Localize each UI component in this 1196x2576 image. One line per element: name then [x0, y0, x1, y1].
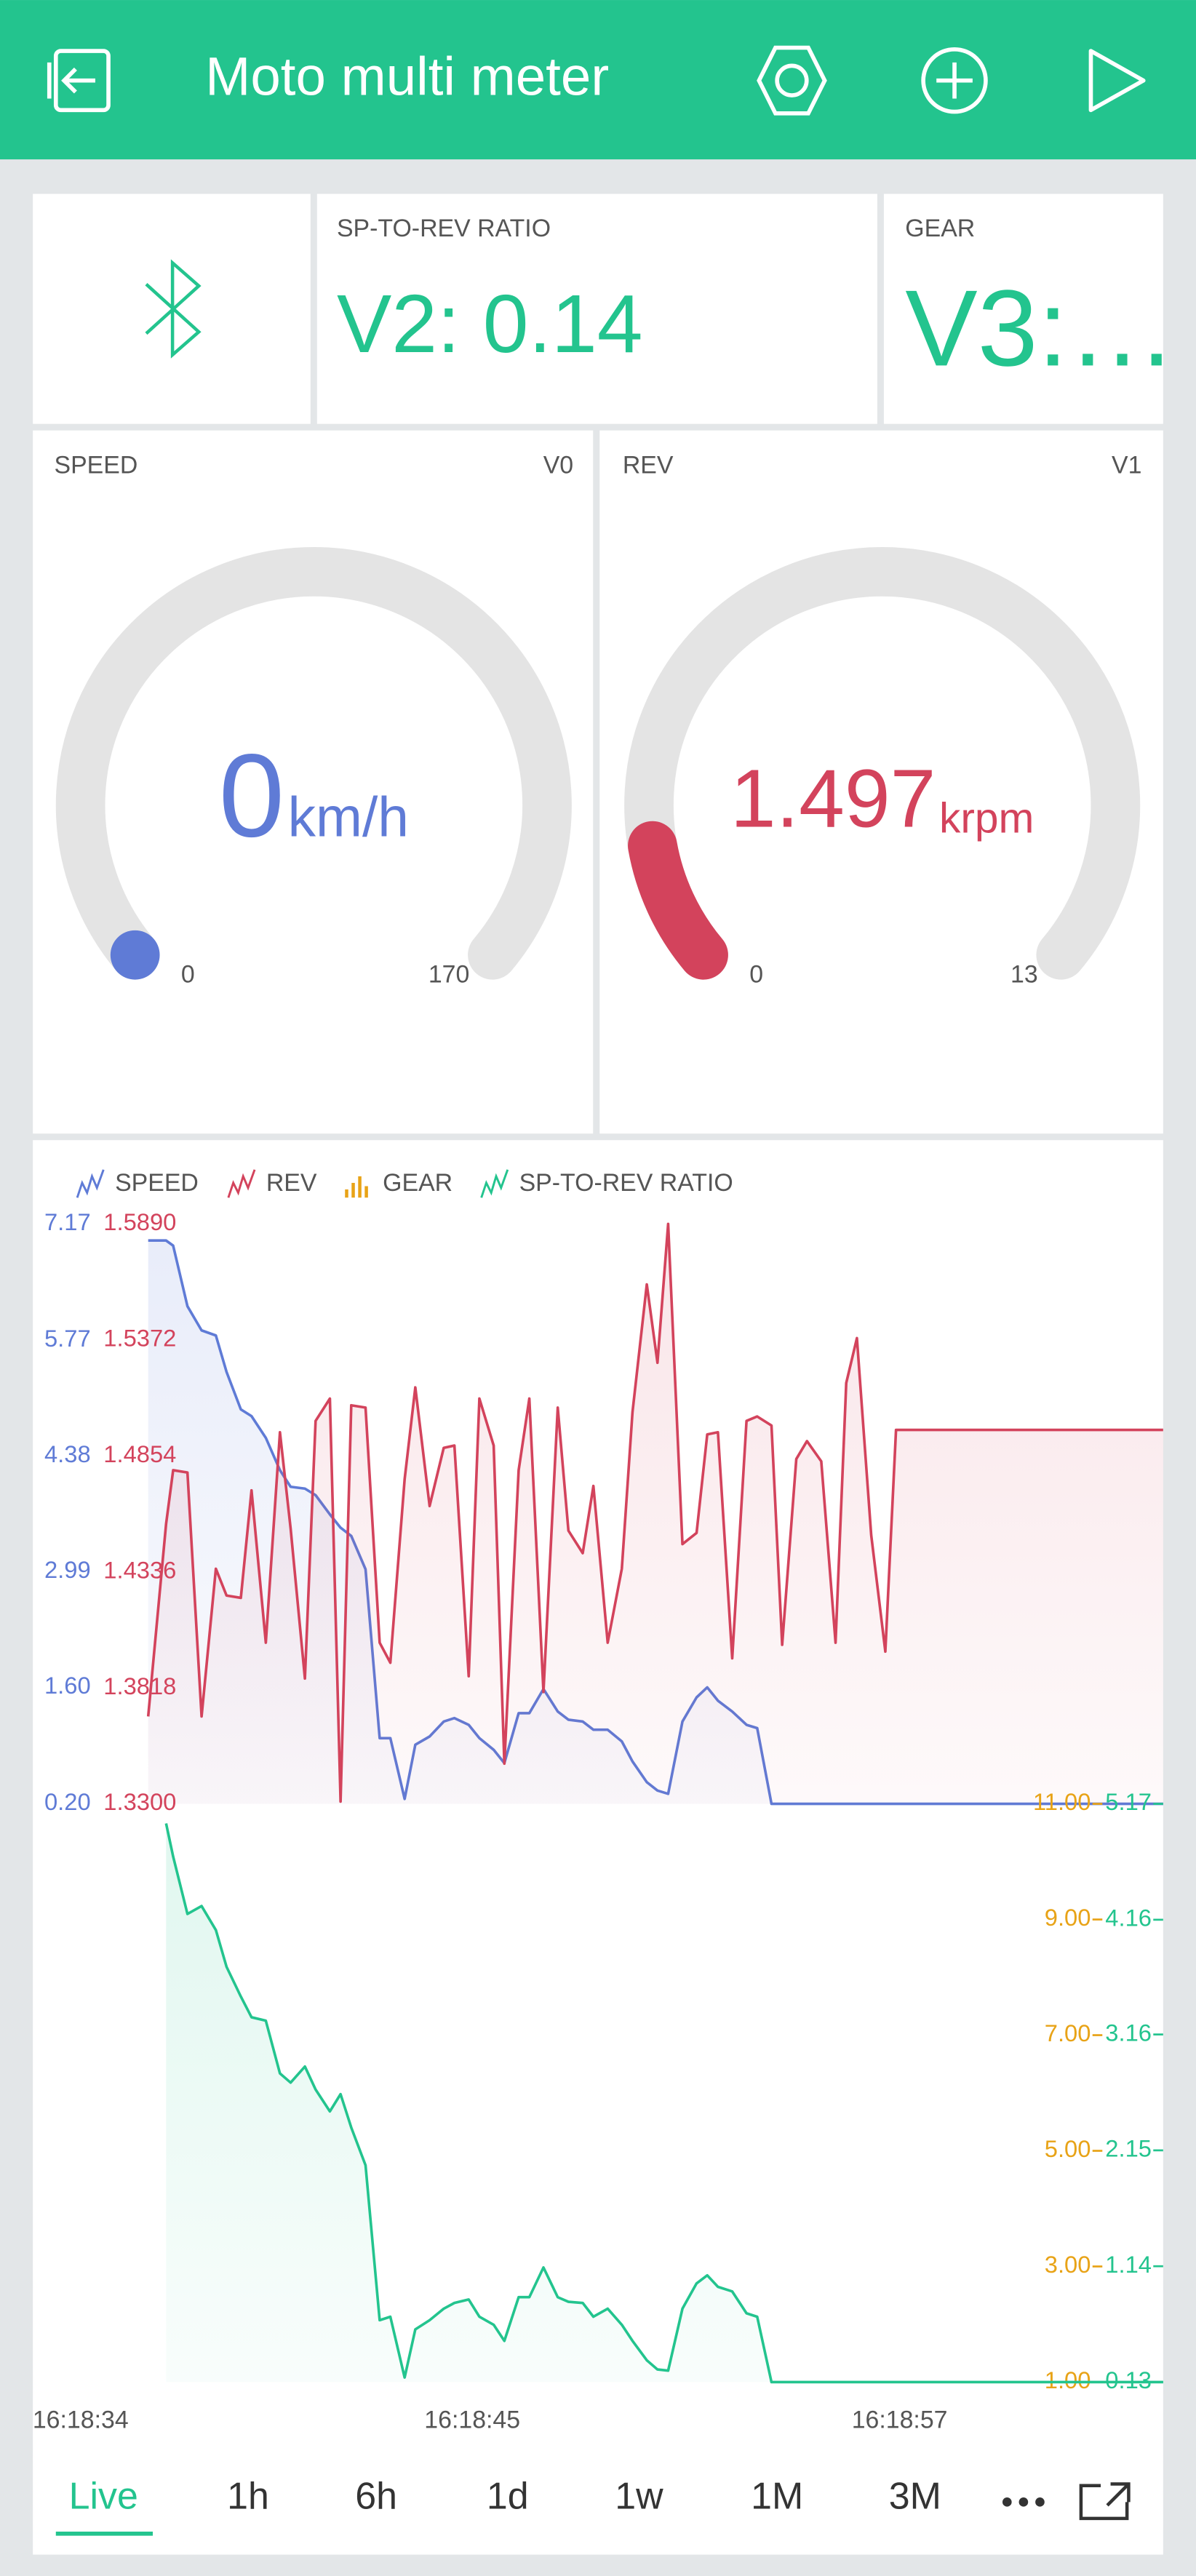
y-tick-label: 1.5372	[103, 1325, 176, 1352]
gauge-pin: V1	[1112, 451, 1141, 479]
time-range-tab[interactable]: 1h	[227, 2476, 269, 2518]
time-range-tab[interactable]: 1w	[615, 2476, 663, 2518]
y-tick-label: 7.00	[1045, 2019, 1091, 2046]
gauge-value: 1.497	[730, 752, 936, 844]
legend-icon	[227, 1169, 256, 1198]
y-tick-label: 1.14	[1105, 2251, 1152, 2278]
legend-icon	[345, 1176, 368, 1198]
legend-label: GEAR	[383, 1169, 453, 1197]
speed-gauge-card	[33, 430, 594, 1134]
y-tick-label: 1.60	[44, 1672, 91, 1699]
back-icon[interactable]	[47, 49, 111, 113]
y-tick-label: 1.5890	[103, 1208, 176, 1235]
legend-label: REV	[266, 1169, 317, 1197]
gauge-unit: km/h	[288, 786, 409, 848]
bluetooth-icon	[145, 259, 202, 359]
series-line	[164, 1823, 1163, 2384]
ratio-label: SP-TO-REV RATIO	[337, 215, 551, 242]
legend-icon	[480, 1169, 509, 1198]
series-line	[146, 1222, 1163, 1803]
ratio-value: V2: 0.14	[337, 278, 643, 370]
y-tick-label: 9.00	[1045, 1904, 1091, 1931]
series-area	[166, 1823, 1163, 2382]
gauge-track	[624, 547, 1141, 980]
legend-label: SPEED	[115, 1169, 199, 1197]
y-tick-label: 1.3818	[103, 1672, 176, 1699]
app-title: Moto multi meter	[205, 46, 609, 106]
x-tick-label: 16:18:57	[852, 2406, 948, 2434]
y-tick-label: 0.20	[44, 1788, 91, 1815]
gear-value: V3:…	[905, 267, 1176, 388]
export-icon[interactable]	[1079, 2482, 1131, 2521]
y-tick-label: 3.16	[1105, 2019, 1152, 2046]
gauge-min: 0	[749, 960, 763, 988]
x-tick-label: 16:18:45	[424, 2406, 520, 2434]
y-tick-label: 1.00	[1045, 2366, 1091, 2393]
y-tick-label: 5.00	[1045, 2135, 1091, 2162]
y-tick-label: 4.38	[44, 1440, 91, 1467]
ratio-card	[316, 194, 877, 424]
y-tick-label: 2.99	[44, 1556, 91, 1583]
settings-icon[interactable]	[757, 45, 827, 116]
y-tick-label: 7.17	[44, 1208, 91, 1235]
y-tick-label: 0.13	[1105, 2366, 1152, 2393]
series-area	[148, 1224, 1163, 1804]
gauge-label: SPEED	[55, 451, 138, 479]
y-tick-label: 4.16	[1105, 1905, 1152, 1931]
y-tick-label: 5.77	[44, 1325, 91, 1352]
y-tick-label: 1.4336	[103, 1556, 176, 1583]
gauge-value-mark	[110, 930, 160, 980]
gauge-track	[55, 547, 572, 980]
legend-label: SP-TO-REV RATIO	[519, 1169, 733, 1197]
gauge-value-mark	[628, 821, 728, 980]
time-range-tab[interactable]: Live	[69, 2476, 138, 2518]
gear-card	[883, 194, 1163, 424]
tab-underline	[55, 2531, 154, 2536]
gauge-label: REV	[623, 451, 674, 479]
y-tick-label: 2.15	[1105, 2135, 1152, 2162]
gear-label: GEAR	[905, 215, 975, 242]
gauge-max: 13	[1010, 960, 1038, 988]
add-icon[interactable]	[921, 47, 988, 114]
header-bar	[0, 0, 1196, 160]
y-tick-label: 1.3300	[103, 1788, 176, 1815]
play-icon[interactable]	[1088, 49, 1146, 113]
y-tick-label: 11.00	[1033, 1788, 1091, 1815]
y-tick-label: 3.00	[1045, 2251, 1091, 2278]
gauge-min: 0	[181, 960, 195, 988]
y-tick-label: 1.4854	[103, 1440, 176, 1467]
x-tick-label: 16:18:34	[33, 2406, 129, 2434]
more-icon[interactable]	[1002, 2497, 1045, 2507]
time-range-tab[interactable]: 1d	[487, 2476, 529, 2518]
time-range-tab[interactable]: 6h	[355, 2476, 397, 2518]
gauge-pin: V0	[543, 451, 573, 479]
gauge-max: 170	[428, 960, 470, 988]
gauge-unit: krpm	[939, 795, 1034, 842]
legend-icon	[76, 1169, 105, 1198]
time-range-tab[interactable]: 3M	[889, 2476, 941, 2518]
time-range-tab[interactable]: 1M	[751, 2476, 803, 2518]
y-tick-label: 5.17	[1105, 1788, 1152, 1815]
gauge-value: 0	[219, 730, 284, 862]
